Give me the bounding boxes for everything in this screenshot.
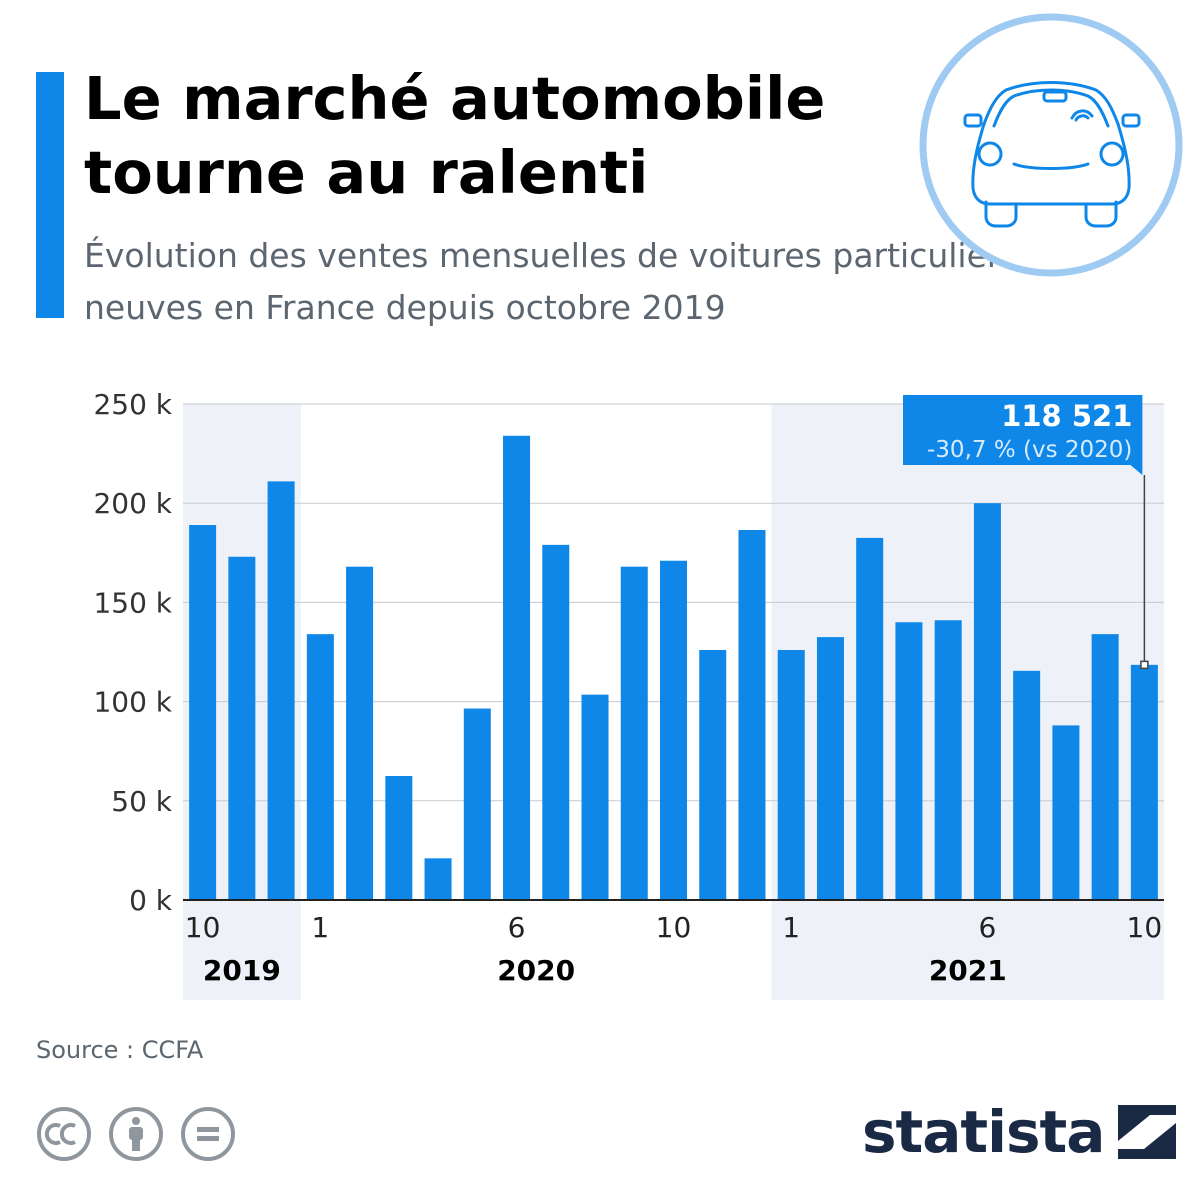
bar-7 [1013, 670, 1041, 900]
year-label-2019: 2019 [203, 954, 281, 987]
x-tick-label: 10 [1127, 911, 1163, 944]
y-tick-label: 50 k [111, 785, 173, 818]
callout-marker [1140, 660, 1149, 670]
bar-2 [816, 637, 844, 900]
bar-1 [306, 634, 334, 900]
y-tick-label: 200 k [93, 487, 172, 520]
page-subtitle: Évolution des ventes mensuelles de voitu… [84, 236, 1038, 327]
bar-4 [424, 858, 452, 900]
y-tick-label: 0 k [129, 884, 173, 917]
y-tick-label: 100 k [93, 686, 172, 719]
title-accent-bar [36, 72, 64, 318]
bar-12 [738, 529, 766, 900]
bar-1 [777, 650, 805, 900]
bar-3 [856, 537, 884, 900]
x-tick-label: 10 [185, 911, 221, 944]
bar-2 [346, 566, 374, 900]
y-tick-label: 150 k [93, 586, 172, 619]
bar-5 [934, 620, 962, 900]
bar-11 [228, 556, 256, 900]
bar-chart: 0 k 50 k 100 k 150 k 200 k 250 k 10 1 6 10 1 6 10 201… [93, 388, 1164, 1000]
x-tick-label: 1 [782, 911, 800, 944]
bar-8 [1052, 725, 1080, 900]
bar-8 [581, 694, 609, 900]
statista-logo-icon [1118, 1105, 1177, 1159]
bar-7 [542, 544, 570, 900]
bar-5 [463, 708, 491, 900]
page-title: Le marché automobile tourne au ralenti [84, 64, 826, 207]
source-note: Source : CCFA [36, 1036, 204, 1064]
attribution-icon [109, 1107, 163, 1161]
bar-6 [503, 435, 531, 900]
x-tick-label: 10 [656, 911, 692, 944]
x-tick-label: 1 [311, 911, 329, 944]
bar-10 [189, 525, 217, 900]
y-tick-label: 250 k [93, 388, 172, 421]
bar-3 [385, 776, 413, 900]
bar-6 [973, 503, 1001, 900]
statista-wordmark: statista [862, 1098, 1105, 1166]
year-label-2021: 2021 [929, 954, 1007, 987]
statista-logo[interactable]: statista [862, 1098, 1177, 1166]
x-tick-label: 6 [979, 911, 997, 944]
callout-change: -30,7 % (vs 2020) [927, 437, 1132, 463]
x-tick-label: 6 [508, 911, 526, 944]
no-derivatives-icon [181, 1107, 235, 1161]
creative-commons-icon [37, 1107, 91, 1161]
car-icon [919, 13, 1183, 277]
bar-10 [660, 560, 687, 900]
bar-11 [699, 650, 727, 900]
bar-10 [1130, 664, 1158, 900]
year-label-2020: 2020 [497, 954, 575, 987]
bar-4 [895, 622, 923, 900]
bar-9 [1091, 634, 1119, 900]
bar-12 [267, 481, 295, 900]
callout-box [903, 395, 1143, 475]
bar-9 [620, 566, 648, 900]
callout-value: 118 521 [1001, 399, 1132, 433]
license-icons [37, 1107, 235, 1161]
